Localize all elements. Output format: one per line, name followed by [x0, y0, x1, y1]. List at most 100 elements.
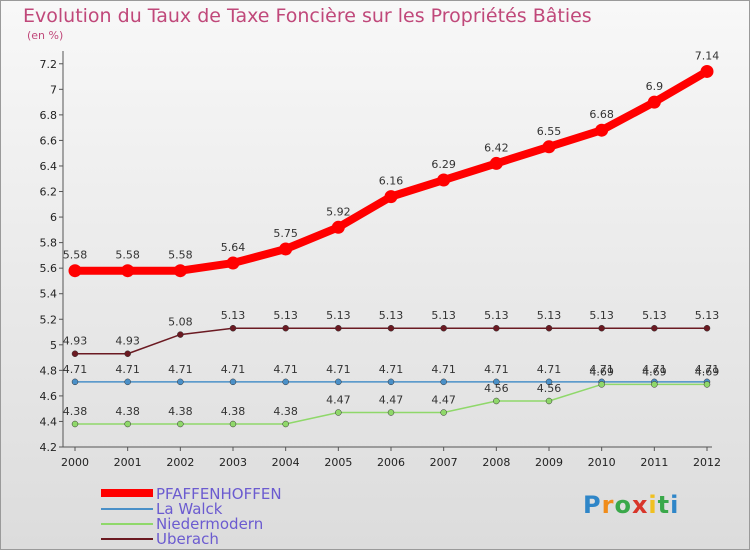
data-point	[598, 324, 605, 332]
data-label: 4.71	[484, 363, 509, 376]
x-tick-label: 2003	[219, 456, 247, 469]
data-point	[545, 397, 553, 405]
data-point	[598, 381, 605, 388]
data-label: 4.38	[221, 405, 246, 418]
data-point	[226, 256, 240, 270]
data-label: 4.56	[537, 382, 562, 395]
data-point	[545, 378, 553, 386]
data-point	[651, 381, 658, 388]
data-point	[282, 420, 289, 428]
legend-label: PFAFFENHOFFEN	[156, 485, 282, 503]
x-tick-label: 2009	[535, 456, 563, 469]
data-label: 5.08	[168, 316, 193, 329]
data-label: 4.69	[642, 365, 667, 378]
data-point	[124, 420, 131, 428]
data-label: 6.9	[646, 80, 664, 93]
data-point	[71, 350, 79, 357]
data-label: 4.71	[642, 363, 667, 376]
x-tick-label: 2011	[640, 456, 668, 469]
data-label: 4.71	[589, 363, 614, 376]
data-point	[595, 123, 609, 137]
data-label: 4.56	[484, 382, 509, 395]
x-tick-label: 2001	[114, 456, 142, 469]
data-point	[493, 397, 500, 405]
data-label: 6.16	[379, 175, 404, 188]
x-tick-label: 2002	[166, 456, 194, 469]
legend-swatch	[101, 489, 153, 497]
y-tick-label: 5.2	[40, 313, 58, 326]
data-point	[387, 324, 395, 332]
legend-label: Uberach	[156, 530, 219, 548]
data-point	[542, 140, 556, 154]
data-label: 6.55	[537, 125, 562, 138]
data-point	[124, 350, 131, 357]
data-label: 4.93	[115, 335, 140, 348]
data-point	[282, 324, 289, 332]
data-point	[489, 156, 503, 170]
data-point	[651, 324, 658, 332]
data-point	[282, 378, 289, 386]
data-label: 5.64	[221, 241, 246, 254]
data-label: 4.93	[63, 335, 88, 348]
data-label: 4.38	[63, 405, 88, 418]
data-label: 5.58	[63, 249, 88, 262]
data-label: 4.71	[273, 363, 298, 376]
data-point	[229, 324, 237, 332]
data-label: 5.13	[326, 309, 351, 322]
data-label: 4.38	[168, 405, 193, 418]
data-label: 5.13	[642, 309, 667, 322]
data-label: 4.47	[379, 394, 404, 407]
x-tick-label: 2010	[588, 456, 616, 469]
x-tick-label: 2000	[61, 456, 89, 469]
data-label: 5.13	[379, 309, 404, 322]
data-point	[440, 378, 447, 386]
data-point	[177, 331, 184, 338]
series-line-uberach	[74, 327, 708, 355]
data-point	[335, 409, 342, 416]
data-point	[177, 420, 184, 428]
data-point	[121, 264, 135, 278]
data-label: 4.71	[168, 363, 193, 376]
data-label: 4.38	[115, 405, 140, 418]
y-tick-label: 4.8	[40, 364, 58, 377]
data-point	[177, 378, 184, 386]
y-tick-label: 6.2	[40, 186, 58, 199]
data-label: 7.14	[695, 49, 720, 62]
y-tick-label: 7.2	[40, 58, 58, 71]
legend-swatch	[101, 523, 153, 525]
data-label: 6.68	[589, 108, 614, 121]
proxiti-logo: Proxiti	[583, 491, 680, 519]
y-tick-label: 5.6	[40, 262, 58, 275]
data-point	[71, 420, 79, 428]
data-point	[545, 324, 553, 332]
y-tick-label: 6	[50, 211, 57, 224]
data-label: 5.13	[431, 309, 456, 322]
data-point	[229, 420, 237, 428]
x-tick-label: 2007	[430, 456, 458, 469]
data-point	[335, 378, 342, 386]
data-point	[279, 242, 293, 256]
data-label: 5.13	[221, 309, 246, 322]
y-tick-label: 4.4	[40, 415, 58, 428]
data-point	[173, 264, 187, 278]
x-tick-label: 2006	[377, 456, 405, 469]
data-point	[703, 324, 711, 332]
y-tick-label: 5.8	[40, 237, 58, 250]
y-tick-label: 6.8	[40, 109, 58, 122]
x-tick-label: 2005	[324, 456, 352, 469]
data-label: 4.71	[695, 363, 720, 376]
data-label: 4.69	[695, 365, 720, 378]
data-point	[387, 378, 395, 386]
data-label: 5.13	[589, 309, 614, 322]
data-label: 4.47	[326, 394, 351, 407]
data-point	[440, 324, 447, 332]
data-point	[647, 95, 661, 109]
data-label: 5.13	[537, 309, 562, 322]
y-tick-label: 6.4	[40, 160, 58, 173]
data-label: 4.38	[273, 405, 298, 418]
data-label: 5.58	[115, 249, 140, 262]
legend-swatch	[101, 508, 153, 510]
data-point	[440, 409, 447, 416]
data-label: 5.58	[168, 249, 193, 262]
